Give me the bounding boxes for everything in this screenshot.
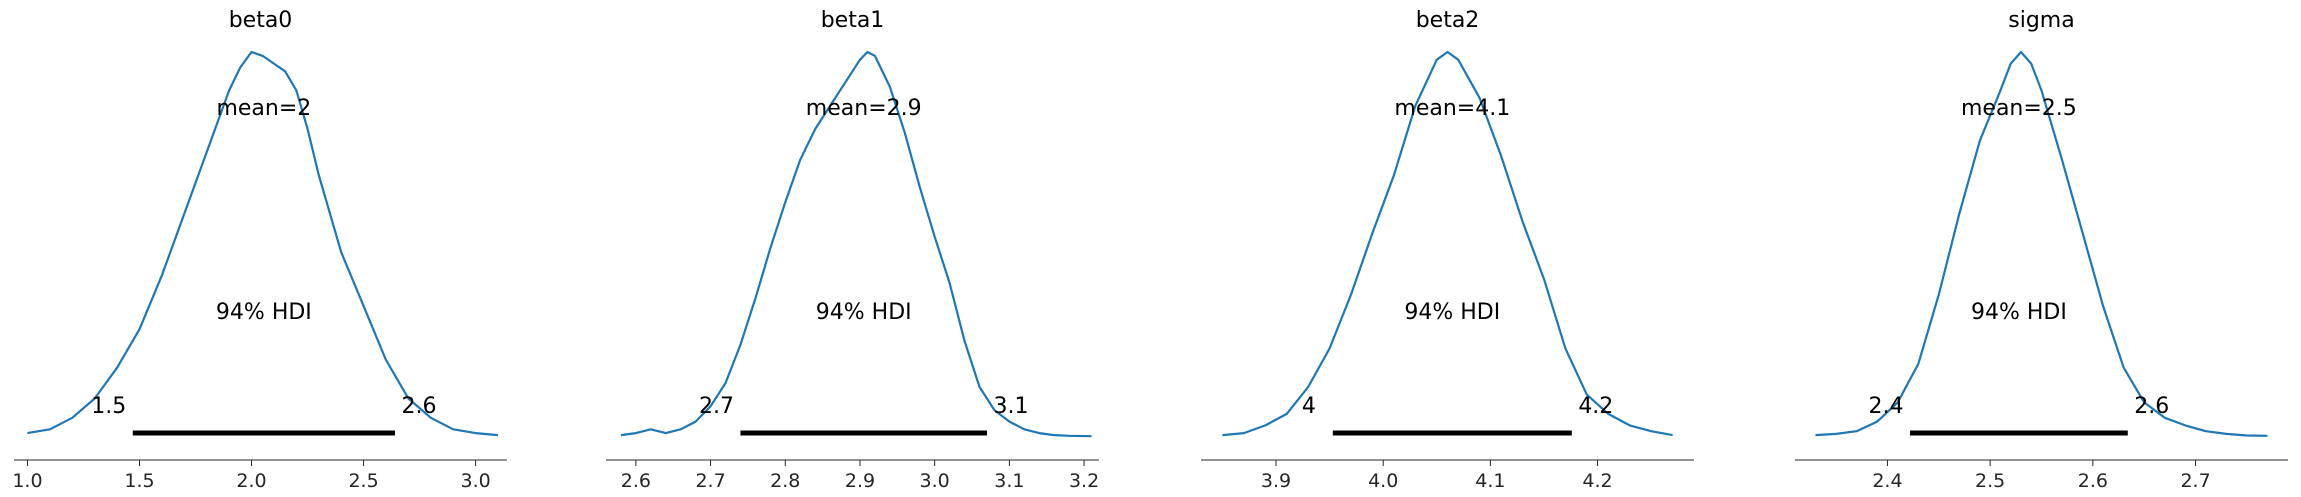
hdi-low-label: 2.7 — [699, 394, 734, 419]
hdi-low-label: 2.4 — [1869, 394, 1904, 419]
panel-title: sigma — [2008, 8, 2074, 33]
x-tick-label: 2.6 — [2078, 470, 2108, 492]
density-line-beta1 — [620, 50, 1092, 438]
x-tick-label: 4.2 — [1582, 470, 1612, 492]
x-tick-label: 4.0 — [1368, 470, 1398, 492]
posterior-panel-sigma: 2.4 2.5 2.6 2.7 sigma mean=2.5 94% HDI 2.4 2.6 — [1795, 8, 2288, 492]
x-tick-label: 2.8 — [770, 470, 800, 492]
hdi-high-label: 4.2 — [1578, 394, 1613, 419]
hdi-label: 94% HDI — [216, 300, 312, 325]
hdi-label: 94% HDI — [1404, 300, 1500, 325]
hdi-high-label: 2.6 — [2134, 394, 2169, 419]
x-tick-label: 3.2 — [1069, 470, 1099, 492]
x-tick-label: 2.9 — [845, 470, 875, 492]
x-tick-label: 4.1 — [1475, 470, 1505, 492]
mean-label: mean=2.9 — [806, 96, 922, 121]
x-tick-label: 1.0 — [12, 470, 42, 492]
panel-title: beta0 — [229, 8, 293, 33]
mean-label: mean=4.1 — [1394, 96, 1510, 121]
x-tick-label: 2.7 — [695, 470, 725, 492]
x-tick-label: 3.9 — [1261, 470, 1291, 492]
hdi-label: 94% HDI — [1971, 300, 2067, 325]
density-line-beta0 — [27, 50, 499, 437]
posterior-panel-beta1: 2.6 2.7 2.8 2.9 3.0 3.1 3.2 beta1 mean=2.9 94% HD… — [606, 8, 1099, 492]
panel-title: beta1 — [821, 8, 885, 33]
x-tick-label: 2.0 — [236, 470, 266, 492]
x-tick-label: 3.0 — [461, 470, 491, 492]
density-line-sigma — [1815, 50, 2268, 437]
x-tick-label: 2.7 — [2180, 470, 2210, 492]
posterior-panel-beta0: 1.0 1.5 2.0 2.5 3.0 beta0 mean=2 94% HDI 1.5 2.6 — [12, 8, 507, 492]
mean-label: mean=2 — [216, 96, 311, 121]
hdi-high-label: 2.6 — [401, 394, 436, 419]
x-tick-label: 2.6 — [621, 470, 651, 492]
x-tick-label: 2.4 — [1872, 470, 1902, 492]
x-tick-label: 2.5 — [1975, 470, 2005, 492]
x-tick-label: 3.0 — [920, 470, 950, 492]
hdi-high-label: 3.1 — [993, 394, 1028, 419]
panel-title: beta2 — [1416, 8, 1480, 33]
density-line-beta2 — [1222, 50, 1673, 437]
hdi-low-label: 1.5 — [91, 394, 126, 419]
hdi-low-label: 4 — [1302, 394, 1316, 419]
x-tick-label: 1.5 — [124, 470, 154, 492]
x-tick-label: 2.5 — [348, 470, 378, 492]
x-tick-label: 3.1 — [994, 470, 1024, 492]
hdi-label: 94% HDI — [816, 300, 912, 325]
mean-label: mean=2.5 — [1961, 96, 2077, 121]
posterior-panel-beta2: 3.9 4.0 4.1 4.2 beta2 mean=4.1 94% HDI 4 4.2 — [1201, 8, 1694, 492]
